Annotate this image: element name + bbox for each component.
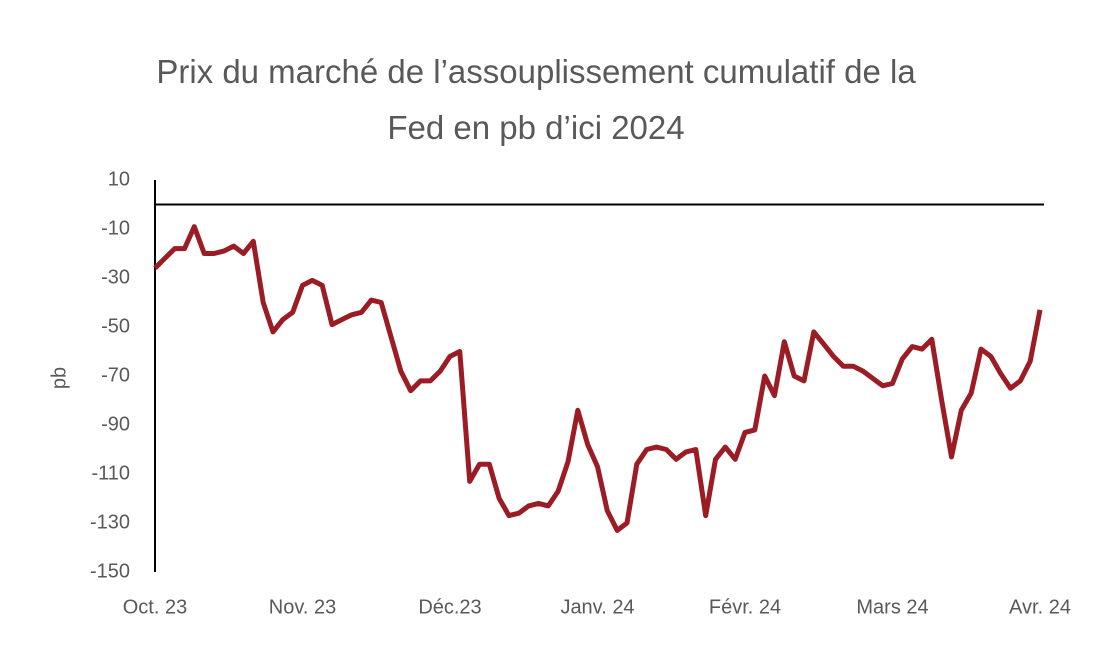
y-tick-label: -70 xyxy=(101,364,130,386)
y-tick-label: -50 xyxy=(101,315,130,337)
y-axis-label: pb xyxy=(48,367,70,389)
x-tick-label: Févr. 24 xyxy=(709,596,781,618)
x-tick-label: Avr. 24 xyxy=(1009,596,1071,618)
x-tick-label: Nov. 23 xyxy=(269,596,336,618)
y-tick-label: 10 xyxy=(108,168,130,190)
x-tick-label: Mars 24 xyxy=(856,596,928,618)
x-tick-label: Déc.23 xyxy=(418,596,481,618)
x-tick-label: Oct. 23 xyxy=(123,596,187,618)
chart-title: Prix du marché de l’assouplissement cumu… xyxy=(156,53,916,146)
y-tick-label: -110 xyxy=(91,462,130,484)
x-tick-label: Janv. 24 xyxy=(560,596,634,618)
y-tick-label: -130 xyxy=(90,511,130,533)
y-tick-label: -150 xyxy=(90,560,130,582)
data-line xyxy=(153,224,1043,533)
y-tick-label: -30 xyxy=(101,266,130,288)
y-tick-label: -90 xyxy=(101,413,130,435)
y-tick-label: -10 xyxy=(101,217,130,239)
